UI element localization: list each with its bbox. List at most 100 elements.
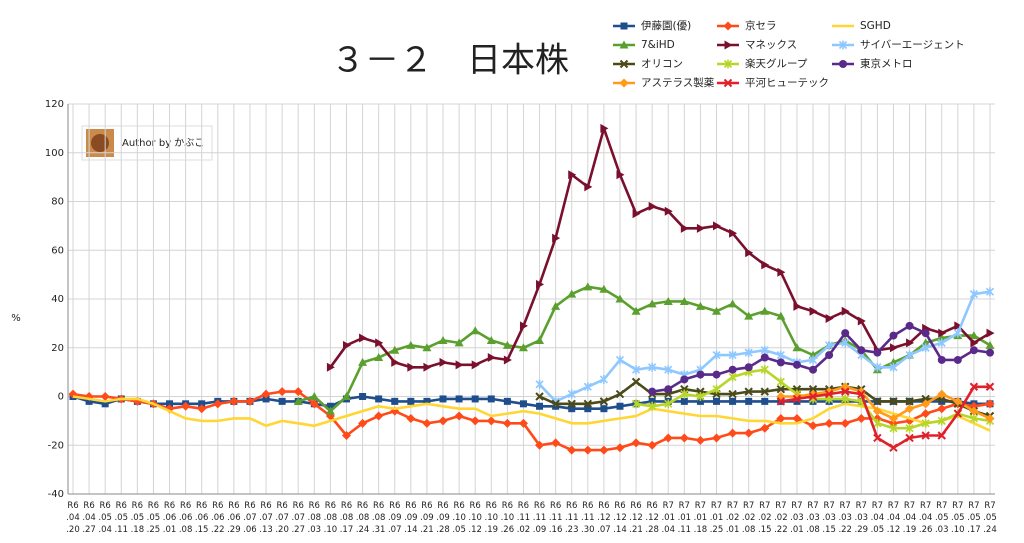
x-tick-label: R7.05.03 (935, 501, 949, 535)
marker (906, 338, 915, 348)
marker (713, 221, 722, 231)
marker (792, 360, 801, 369)
series (648, 321, 994, 396)
x-tick-label: R6.10.05 (452, 501, 466, 535)
marker (695, 301, 705, 310)
marker (872, 406, 882, 416)
marker (262, 395, 270, 403)
legend-item: アステラス製薬 (613, 76, 715, 89)
marker (856, 413, 866, 423)
x-tick-label: R6.05.04 (98, 501, 112, 535)
marker (824, 418, 834, 428)
legend-item: 平河ヒューテック (717, 77, 829, 89)
marker (277, 387, 287, 397)
x-tick-label: R6.11.09 (533, 501, 547, 535)
legend-item: オリコン (613, 58, 683, 70)
marker (600, 405, 608, 413)
marker (518, 418, 528, 428)
marker (969, 346, 978, 355)
marker (503, 397, 511, 405)
marker (455, 395, 463, 403)
marker (969, 382, 979, 391)
marker (567, 399, 576, 409)
marker (648, 362, 657, 372)
marker (744, 428, 754, 438)
marker (744, 363, 753, 372)
marker (454, 338, 464, 347)
x-tick-label: R6.08.24 (356, 501, 370, 535)
marker (245, 396, 255, 406)
legend-label: 7&iHD (641, 39, 675, 51)
marker (584, 182, 593, 192)
marker (713, 397, 721, 405)
marker (953, 328, 962, 338)
marker (600, 123, 609, 133)
marker (422, 418, 432, 428)
marker (552, 402, 560, 410)
legend-label: 平河ヒューテック (745, 77, 829, 89)
marker (470, 416, 480, 426)
y-tick-label: 0 (58, 392, 64, 403)
x-tick-label: R6.11.30 (581, 501, 595, 535)
x-tick-label: R7.01.18 (694, 501, 708, 535)
marker (341, 431, 351, 440)
marker (326, 362, 335, 372)
marker (729, 397, 737, 405)
marker (616, 402, 624, 410)
marker (696, 223, 705, 233)
marker (213, 399, 223, 409)
marker (696, 392, 705, 401)
x-tick-label: R6.04.20 (66, 501, 80, 535)
x-tick-label: R7.05.17 (967, 501, 981, 535)
marker (455, 360, 464, 370)
x-tick-label: R7.02.08 (742, 501, 756, 535)
x-tick-label: R6.06.01 (163, 501, 177, 535)
marker (407, 397, 415, 405)
x-tick-label: R6.12.14 (613, 501, 627, 535)
marker (342, 340, 351, 350)
series (535, 287, 995, 406)
y-tick-label: 100 (45, 148, 64, 159)
marker (938, 397, 946, 405)
series-line (652, 324, 991, 393)
marker (953, 355, 962, 364)
marker (648, 201, 657, 211)
x-tick-label: R7.03.15 (822, 501, 836, 535)
marker (166, 400, 174, 408)
marker (728, 389, 737, 399)
legend-item: サイバーエージェント (832, 39, 965, 51)
marker (888, 413, 898, 423)
legend-label: SGHD (860, 20, 891, 32)
marker (680, 375, 689, 384)
x-tick-label: R6.11.16 (549, 501, 563, 535)
marker (792, 394, 802, 404)
y-tick-label: 20 (51, 343, 64, 354)
marker (937, 431, 946, 440)
marker (921, 409, 931, 419)
author-icon-face (91, 134, 109, 152)
legend-label: アステラス製薬 (641, 76, 715, 89)
marker (423, 397, 431, 405)
marker (536, 402, 544, 410)
marker (359, 333, 368, 343)
marker (551, 301, 561, 310)
legend-label: マネックス (745, 39, 797, 51)
marker (619, 59, 629, 69)
series-line (329, 127, 991, 369)
marker (486, 416, 496, 426)
marker (857, 346, 866, 355)
marker (712, 384, 721, 394)
marker (728, 365, 737, 374)
marker (439, 357, 448, 367)
marker (889, 331, 898, 340)
marker (839, 60, 847, 68)
x-tick-label: R6.05.18 (131, 501, 145, 535)
marker (261, 389, 271, 399)
marker (712, 306, 722, 315)
marker (808, 392, 818, 401)
marker (619, 78, 629, 88)
x-tick-label: R6.06.22 (211, 501, 225, 535)
marker (568, 405, 576, 413)
author-box: Author by かぶこ (81, 125, 213, 161)
marker (712, 350, 721, 360)
